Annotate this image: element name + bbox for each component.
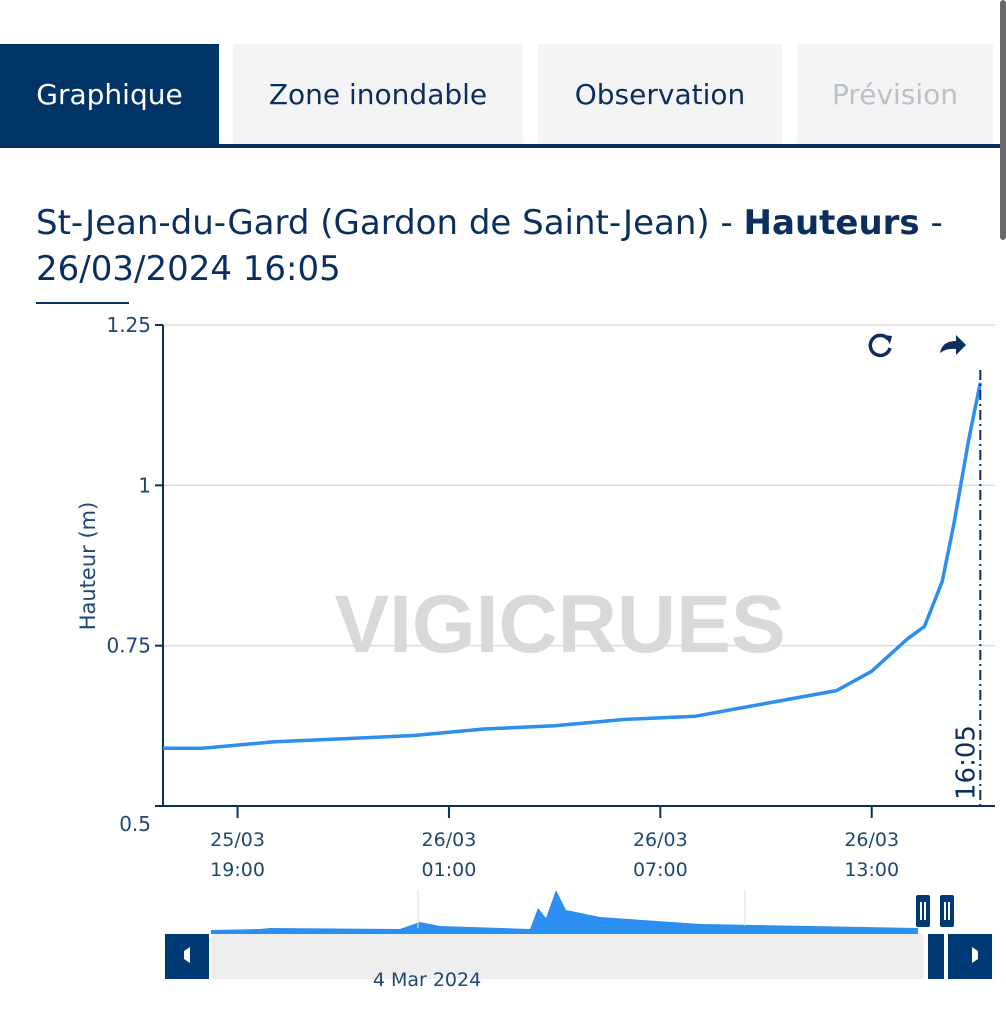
x-tick-label: 13:00 [844,859,899,881]
x-tick-label: 01:00 [422,859,477,881]
measure-name: Hauteurs [743,203,920,243]
title-underline [36,302,129,304]
share-arrow-icon[interactable] [940,335,966,355]
y-tick-label: 0.75 [106,634,151,658]
tab-observation[interactable]: Observation [538,44,782,144]
y-tick-label: 1.25 [106,313,151,337]
navigator-thumb[interactable] [928,934,944,979]
chevron-left-icon [184,947,190,963]
scroll-right-button[interactable] [948,934,992,979]
chart-title: St-Jean-du-Gard (Gardon de Saint-Jean) -… [36,200,986,292]
scrollbar[interactable] [1000,0,1006,240]
title-sep: - [919,203,943,243]
navigator[interactable]: 4 Mar 2024 [165,890,992,991]
navigator-handle-left[interactable] [916,895,930,927]
x-tick-label: 26/03 [844,829,899,851]
x-tick-label: 25/03 [210,829,265,851]
y-tick-label: 1 [138,473,151,497]
current-time-label: 16:05 [951,725,981,800]
x-tick-label: 26/03 [422,829,477,851]
refresh-icon[interactable] [868,333,892,358]
tab-zone-inondable[interactable]: Zone inondable [233,44,523,144]
title-sep: - [709,203,744,243]
y-axis-label: Hauteur (m) [76,502,100,631]
tab-graphique[interactable]: Graphique [0,44,219,144]
navigator-handle-right[interactable] [940,895,954,927]
navigator-series [211,890,918,934]
station-name: St-Jean-du-Gard (Gardon de Saint-Jean) [36,203,710,243]
tab-prevision: Prévision [797,44,993,144]
x-tick-label: 26/03 [633,829,688,851]
tab-underline [0,144,1003,148]
vigicrues-watermark: VIGICRUES [334,579,785,670]
series-line [163,382,983,751]
x-tick-label: 19:00 [210,859,265,881]
x-tick-label: 07:00 [633,859,688,881]
title-datetime: 26/03/2024 16:05 [36,249,341,289]
navigator-track[interactable] [211,934,924,979]
y-tick-label: 0.5 [119,812,151,836]
navigator-date-label: 4 Mar 2024 [373,969,481,991]
tab-bar: Graphique Zone inondable Observation Pré… [0,44,1006,144]
chevron-right-icon [972,947,978,963]
